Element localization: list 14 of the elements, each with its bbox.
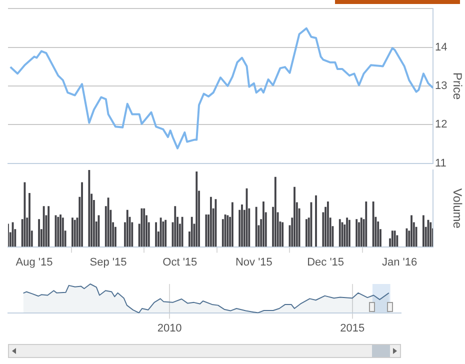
y-axis-title: Volume — [450, 188, 464, 229]
y-axis-title: Price — [450, 72, 464, 100]
y-tick-label: 14 — [435, 41, 448, 54]
x-tick-label: Aug '15 — [16, 256, 53, 268]
y-tick-label: 13 — [435, 80, 448, 92]
x-tick-label: 2015 — [340, 322, 365, 334]
x-tick-label: Oct '15 — [162, 256, 198, 268]
x-tick-label: Jan '16 — [382, 256, 418, 268]
x-tick-label: Sep '15 — [90, 256, 127, 268]
x-tick-label: Dec '15 — [307, 256, 344, 268]
x-tick-label: Nov '15 — [235, 256, 272, 268]
y-tick-label: 11 — [435, 157, 446, 170]
y-tick-label: 12 — [435, 118, 448, 131]
x-tick-label: 2010 — [157, 322, 182, 334]
